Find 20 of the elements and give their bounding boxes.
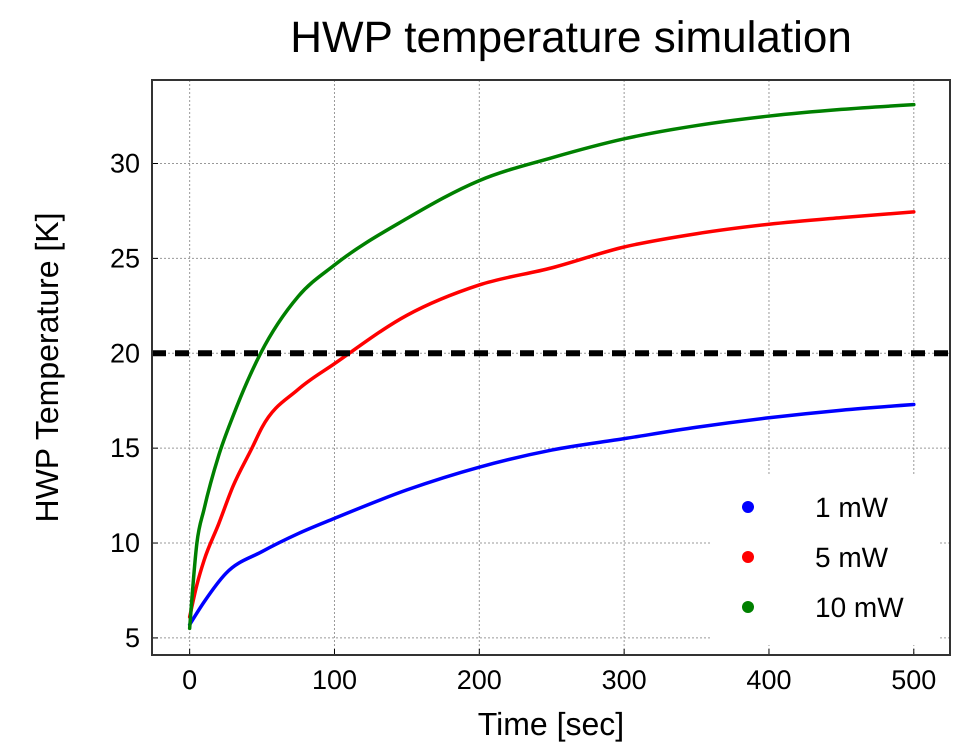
y-tick-label: 25 [110, 243, 140, 274]
x-tick-label: 400 [746, 665, 792, 695]
y-axis-title: HWP Temperature [K] [29, 212, 65, 523]
line-series [188, 102, 916, 630]
chart-title: HWP temperature simulation [290, 13, 852, 62]
legend-label: 5 mW [815, 542, 889, 573]
x-tick-label: 500 [891, 665, 936, 695]
legend-label: 10 mW [815, 592, 904, 623]
line-series [188, 210, 916, 619]
y-tick-label: 5 [124, 622, 140, 653]
x-tick-label: 300 [602, 665, 647, 695]
y-tick-label: 20 [110, 338, 140, 368]
legend-label: 1 mW [815, 492, 889, 523]
x-tick-label: 100 [312, 665, 358, 695]
y-tick-label: 10 [110, 528, 140, 558]
x-tick-label: 200 [456, 665, 502, 695]
x-axis-title: Time [sec] [478, 706, 624, 742]
x-tick-label: 0 [182, 665, 198, 695]
y-tick-label: 30 [110, 148, 140, 178]
y-tick-label: 15 [110, 433, 140, 464]
